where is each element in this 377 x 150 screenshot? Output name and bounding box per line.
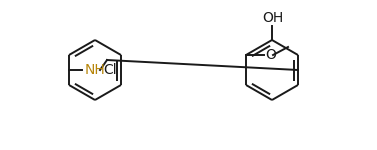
Text: Cl: Cl xyxy=(103,63,117,77)
Text: O: O xyxy=(265,48,276,62)
Text: OH: OH xyxy=(262,11,284,25)
Text: NH: NH xyxy=(85,63,106,77)
